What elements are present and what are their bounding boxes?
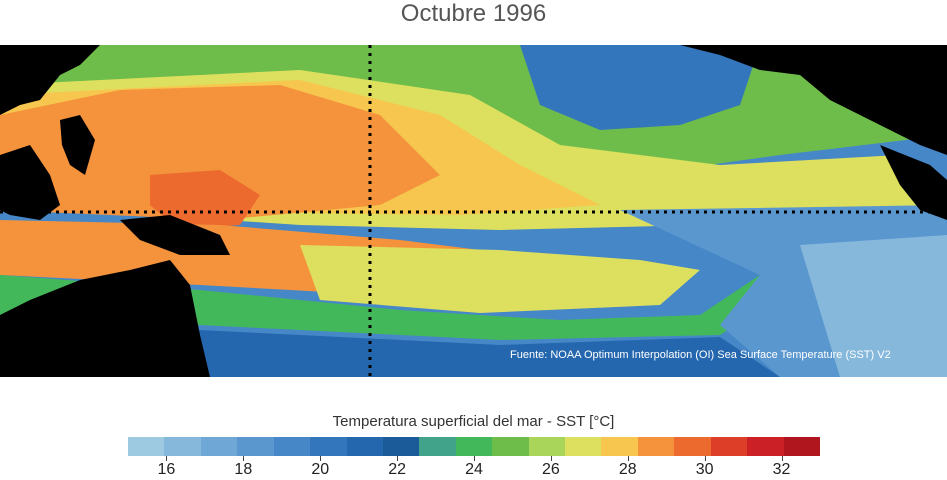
north-america-coast-strip	[900, 45, 947, 105]
colorbar-tick-label: 20	[311, 461, 330, 478]
colorbar-swatch	[200, 437, 238, 456]
colorbar-tick-mark	[397, 456, 399, 461]
colorbar-swatch	[346, 437, 383, 456]
philippines-land	[60, 115, 95, 175]
colorbar-swatch	[455, 437, 493, 456]
colorbar-tick-label: 24	[465, 461, 483, 478]
americas-land	[680, 45, 947, 155]
colorbar-tick-label: 18	[234, 461, 253, 478]
colorbar-tick-mark	[166, 456, 168, 461]
asia-land	[0, 45, 100, 115]
ocean-north-blue-band	[520, 45, 760, 130]
colorbar-tick-label: 16	[157, 461, 176, 478]
colorbar-title: Temperatura superficial del mar - SST [°…	[332, 413, 615, 430]
colorbar-swatch	[310, 437, 347, 456]
colorbar-swatch	[164, 437, 201, 456]
indonesia-land	[0, 145, 60, 220]
ocean-warm-pool	[0, 85, 440, 220]
colorbar-swatch	[783, 437, 821, 456]
colorbar-swatch	[528, 437, 566, 456]
colorbar-swatch	[237, 437, 274, 456]
colorbar-swatch	[128, 437, 165, 456]
colorbar-tick-mark	[704, 456, 706, 461]
colorbar-swatch	[747, 437, 784, 456]
colorbar	[128, 437, 821, 456]
ocean-south-yellow-tongue	[300, 245, 700, 313]
colorbar-swatch	[710, 437, 748, 456]
colorbar-swatch	[565, 437, 602, 456]
colorbar-tick-label: 28	[618, 461, 637, 478]
ocean-east-lighter	[800, 235, 947, 377]
colorbar-tick-label: 26	[541, 461, 560, 478]
ocean-south-green	[0, 235, 947, 340]
colorbar-tick-mark	[781, 456, 783, 461]
source-note: Fuente: NOAA Optimum Interpolation (OI) …	[510, 349, 891, 361]
colorbar-swatch	[419, 437, 456, 456]
colorbar-tick-mark	[550, 456, 552, 461]
colorbar-tick-mark	[627, 456, 629, 461]
colorbar-tick-label: 22	[388, 461, 406, 478]
colorbar-tick-mark	[474, 456, 475, 461]
new-guinea-land	[120, 215, 230, 255]
colorbar-swatch	[637, 437, 675, 456]
colorbar-tick-label: 30	[695, 461, 714, 478]
colorbar-tick-mark	[320, 456, 322, 461]
central-america-land	[880, 145, 947, 220]
colorbar-tick-mark	[243, 456, 245, 461]
australia-land	[0, 260, 210, 377]
sst-map	[0, 45, 947, 377]
colorbar-swatch	[273, 437, 311, 456]
ocean-hot-core	[150, 170, 260, 230]
colorbar-swatch	[492, 437, 529, 456]
colorbar-tick-label: 32	[772, 461, 791, 478]
colorbar-ticks: 16 18 20 22 24 26 28 30 32	[128, 456, 820, 480]
colorbar-swatch	[601, 437, 638, 456]
map-title: Octubre 1996	[400, 0, 547, 27]
colorbar-swatch	[382, 437, 420, 456]
colorbar-swatch	[674, 437, 711, 456]
